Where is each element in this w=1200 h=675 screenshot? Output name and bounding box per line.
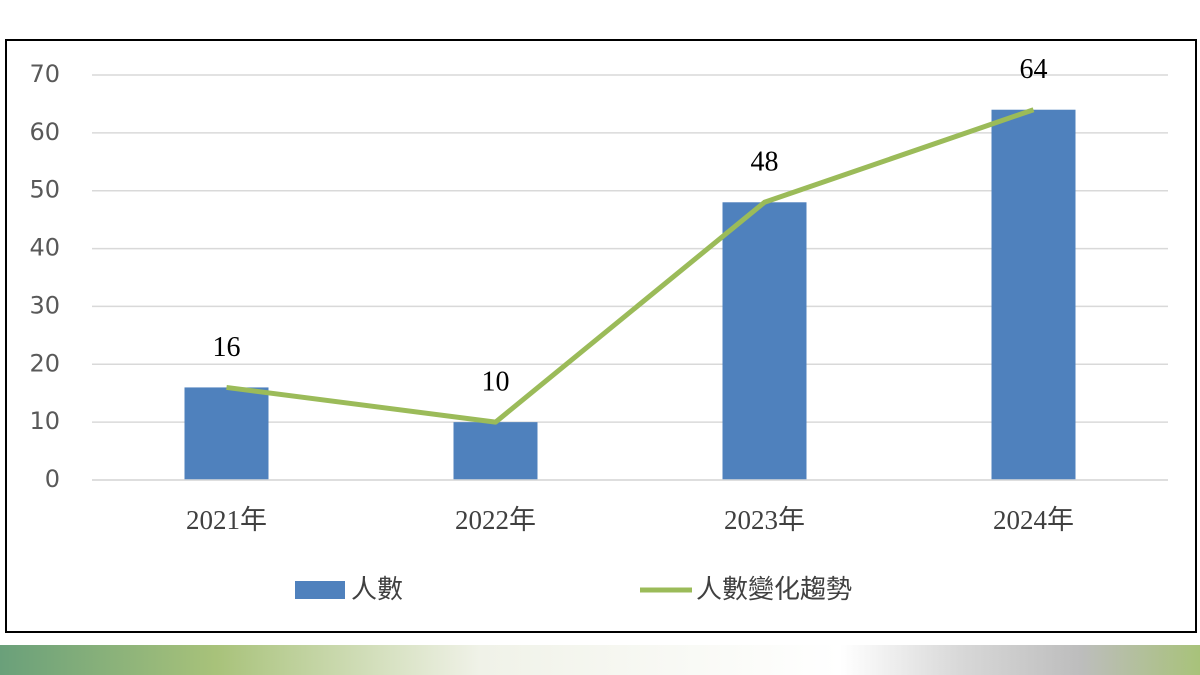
y-tick-label: 40: [29, 234, 60, 262]
bar: [722, 202, 807, 481]
data-label: 16: [213, 332, 241, 363]
y-tick-label: 10: [29, 407, 60, 435]
bar: [991, 109, 1076, 480]
data-label: 64: [1020, 54, 1048, 85]
x-tick-label: 2024年: [993, 505, 1074, 535]
bar: [184, 387, 269, 480]
trend-line: [226, 107, 1035, 425]
x-tick-label: 2023年: [724, 505, 805, 535]
decor-strip: [0, 645, 1200, 675]
data-label: 10: [482, 367, 510, 398]
x-tick-label: 2021年: [186, 505, 267, 535]
y-tick-label: 20: [29, 349, 60, 377]
y-tick-label: 0: [45, 465, 60, 493]
y-tick-label: 30: [29, 291, 60, 319]
x-tick-label: 2022年: [455, 505, 536, 535]
y-tick-label: 70: [29, 60, 60, 88]
data-label: 48: [751, 147, 779, 178]
legend-label: 人數: [351, 575, 403, 605]
y-tick-label: 60: [29, 118, 60, 146]
legend-swatch: [295, 581, 345, 599]
legend-label: 人數變化趨勢: [696, 575, 852, 605]
y-tick-label: 50: [29, 176, 60, 204]
bar: [453, 422, 538, 480]
